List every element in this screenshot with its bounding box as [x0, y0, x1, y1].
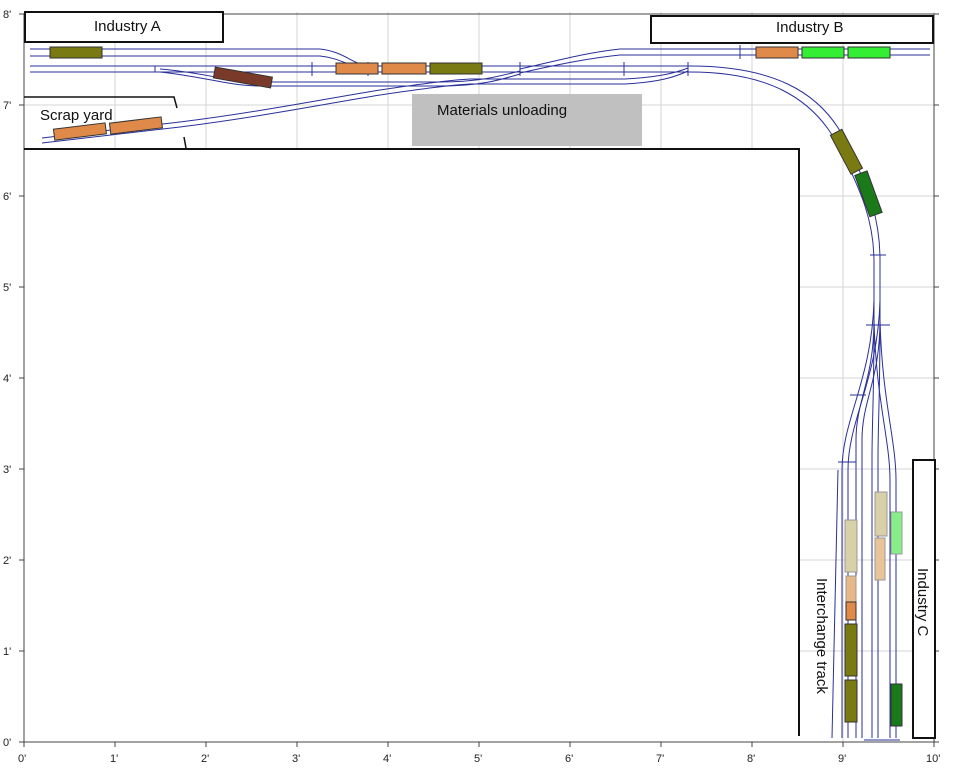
x-axis-labels: 0' 1' 2' 3' 4' 5' 6' 7' 8' 9' 10' — [18, 753, 940, 765]
y-tick-label: 0' — [3, 737, 11, 749]
freight-car — [381, 62, 427, 75]
y-tick-label: 4' — [3, 373, 11, 385]
industry-a-box — [24, 11, 224, 43]
freight-car — [874, 491, 888, 537]
materials-unloading-label: Materials unloading — [437, 102, 567, 119]
freight-car — [844, 679, 858, 723]
y-tick-label: 3' — [3, 464, 11, 476]
y-tick-label: 7' — [3, 100, 11, 112]
x-tick-label: 8' — [747, 753, 755, 765]
y-tick-label: 2' — [3, 555, 11, 567]
x-tick-label: 4' — [383, 753, 391, 765]
freight-car — [845, 575, 857, 603]
interior-block — [25, 149, 799, 741]
industry-b-label: Industry B — [776, 19, 844, 36]
freight-car — [847, 46, 891, 59]
freight-car — [335, 62, 379, 75]
industry-c-label: Industry C — [914, 568, 931, 637]
industry-b-box — [650, 15, 934, 44]
x-tick-label: 0' — [18, 753, 26, 765]
freight-car — [844, 519, 858, 573]
scrap-yard-edge — [183, 136, 187, 149]
axis-ticks — [19, 13, 939, 747]
scrap-yard-label: Scrap yard — [40, 107, 113, 124]
x-tick-label: 2' — [201, 753, 209, 765]
x-tick-label: 7' — [656, 753, 664, 765]
materials-unloading-area — [412, 94, 642, 146]
y-tick-label: 5' — [3, 282, 11, 294]
freight-car — [845, 601, 857, 621]
x-tick-label: 3' — [292, 753, 300, 765]
y-tick-label: 1' — [3, 646, 11, 658]
freight-car — [755, 46, 799, 59]
x-tick-label: 10' — [926, 753, 940, 765]
freight-car — [429, 62, 483, 75]
y-tick-label: 8' — [3, 9, 11, 21]
benchwork-edge — [24, 148, 800, 736]
x-tick-label: 5' — [474, 753, 482, 765]
industry-a-label: Industry A — [94, 18, 161, 35]
rolling-stock — [49, 46, 903, 727]
freight-car — [844, 623, 858, 677]
y-axis-labels: 0' 1' 2' 3' 4' 5' 6' 7' 8' — [3, 9, 11, 749]
interchange-track-label: Interchange track — [813, 578, 830, 694]
scrap-yard-edge — [24, 96, 178, 109]
x-tick-label: 9' — [838, 753, 846, 765]
freight-car — [49, 46, 103, 59]
x-tick-label: 1' — [110, 753, 118, 765]
freight-car — [801, 46, 845, 59]
freight-car — [108, 116, 163, 135]
freight-car — [52, 122, 107, 141]
freight-car — [854, 170, 883, 218]
x-tick-label: 6' — [565, 753, 573, 765]
freight-car — [829, 128, 864, 175]
freight-car — [874, 537, 886, 581]
y-tick-label: 6' — [3, 191, 11, 203]
industry-c-box — [912, 459, 936, 739]
freight-car — [212, 66, 274, 89]
freight-car — [890, 683, 903, 727]
freight-car — [890, 511, 903, 555]
